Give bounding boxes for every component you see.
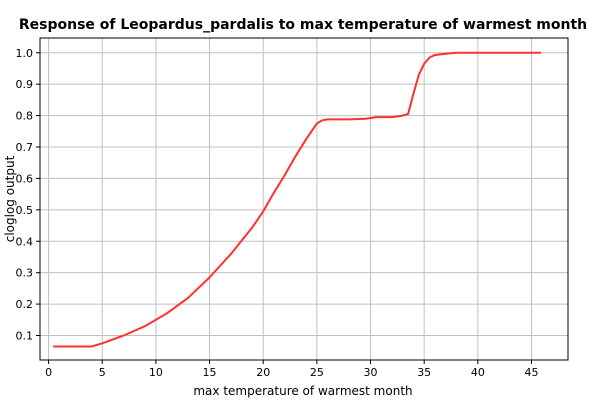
y-tick-label: 0.3 xyxy=(16,267,34,280)
x-tick-label: 5 xyxy=(99,366,106,379)
x-axis-label: max temperature of warmest month xyxy=(193,384,412,398)
x-tick-label: 30 xyxy=(364,366,378,379)
y-tick-label: 0.7 xyxy=(16,141,34,154)
y-tick-label: 0.6 xyxy=(16,172,34,185)
x-tick-label: 45 xyxy=(525,366,539,379)
x-tick-label: 20 xyxy=(256,366,270,379)
y-axis-label: cloglog output xyxy=(3,155,17,242)
x-tick-label: 25 xyxy=(310,366,324,379)
x-tick-label: 10 xyxy=(149,366,163,379)
x-axis: 0 5 10 15 20 25 30 35 40 45 xyxy=(45,360,539,379)
y-tick-label: 0.1 xyxy=(16,329,34,342)
series-group xyxy=(52,51,542,348)
y-tick-label: 0.2 xyxy=(16,298,34,311)
grid-lines xyxy=(40,38,568,360)
y-tick-label: 0.9 xyxy=(16,78,34,91)
x-tick-label: 40 xyxy=(471,366,485,379)
response-curve-line xyxy=(52,51,542,348)
chart-title: Response of Leopardus_pardalis to max te… xyxy=(19,17,587,33)
y-tick-label: 0.4 xyxy=(16,235,34,248)
plot-area xyxy=(39,37,569,361)
y-tick-label: 0.8 xyxy=(16,110,34,123)
y-tick-label: 1.0 xyxy=(16,47,34,60)
x-tick-label: 35 xyxy=(417,366,431,379)
y-tick-label: 0.5 xyxy=(16,204,34,217)
y-axis: 0.1 0.2 0.3 0.4 0.5 0.6 0.7 0.8 0.9 1.0 xyxy=(16,47,40,342)
x-tick-label: 0 xyxy=(45,366,52,379)
x-tick-label: 15 xyxy=(203,366,217,379)
